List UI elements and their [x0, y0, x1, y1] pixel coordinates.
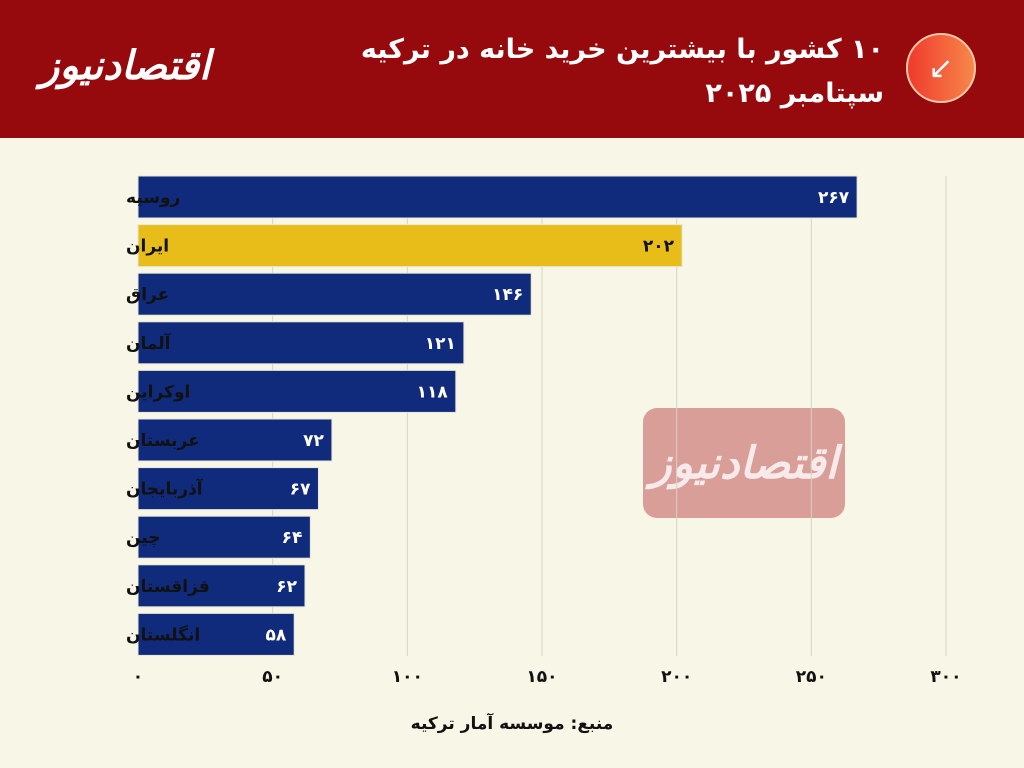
x-tick-label: ۱۰۰ [392, 667, 423, 687]
bar [137, 272, 532, 316]
bar [137, 564, 306, 608]
data-label: ۱۴۶ [492, 285, 523, 305]
chart-title: ۱۰ کشور با بیشترین خرید خانه در ترکیه سپ… [361, 28, 884, 116]
category-label: قزاقستان [126, 577, 210, 597]
data-label: ۱۲۱ [425, 334, 456, 354]
title-line-2: سپتامبر ۲۰۲۵ [705, 78, 884, 109]
bar [137, 224, 683, 268]
source-note: منبع: موسسه آمار ترکیه [410, 714, 614, 734]
bar [137, 175, 858, 219]
category-label: انگلستان [126, 624, 200, 645]
data-label: ۱۱۸ [417, 382, 449, 402]
category-label: عراق [126, 285, 169, 305]
x-tick-label: ۳۰۰ [930, 667, 961, 687]
data-label: ۶۲ [276, 577, 297, 597]
bar [137, 612, 295, 656]
arrow-down-left-icon: ↙ [906, 33, 976, 103]
category-label: آذربایجان [126, 478, 204, 500]
category-label: ایران [126, 237, 169, 257]
header: اقتصادنیوز ۱۰ کشور با بیشترین خرید خانه … [0, 0, 1024, 138]
x-tick-label: ۰ [133, 667, 143, 687]
bar [137, 467, 319, 511]
logo: اقتصادنیوز [40, 42, 211, 89]
x-tick-label: ۱۵۰ [526, 667, 557, 687]
data-label: ۲۰۲ [643, 237, 675, 257]
title-line-1: ۱۰ کشور با بیشترین خرید خانه در ترکیه [360, 34, 884, 65]
data-label: ۶۴ [282, 528, 303, 548]
data-label: ۶۷ [290, 480, 311, 500]
category-label: چین [126, 528, 161, 548]
x-tick-label: ۲۵۰ [796, 667, 827, 687]
category-label: آلمان [126, 332, 172, 354]
x-tick-label: ۵۰ [262, 667, 283, 687]
bar [137, 418, 333, 462]
bar [137, 369, 457, 413]
category-label: اوکراین [126, 382, 190, 402]
data-label: ۷۲ [303, 431, 324, 451]
bar [137, 321, 465, 365]
data-label: ۵۸ [265, 625, 286, 645]
category-label: روسیه [126, 188, 180, 208]
bar [137, 515, 311, 559]
x-tick-label: ۲۰۰ [661, 667, 692, 687]
category-label: عربستان [126, 431, 200, 451]
data-label: ۲۶۷ [818, 188, 850, 208]
